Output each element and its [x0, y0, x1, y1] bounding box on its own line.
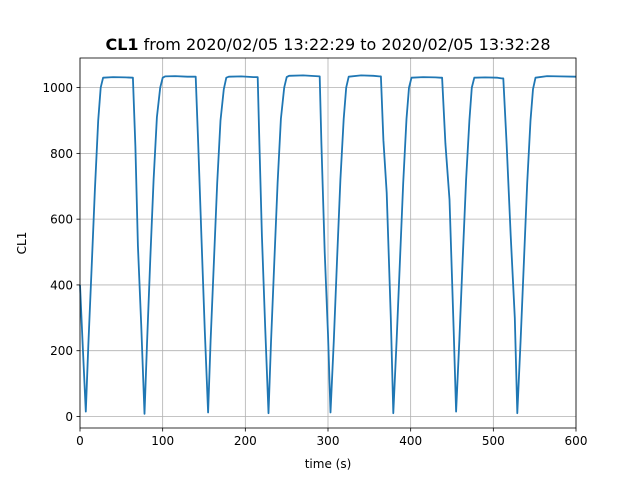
chart-title-bold: CL1	[105, 35, 138, 54]
y-axis-label: CL1	[15, 232, 29, 255]
x-tick-label: 200	[234, 434, 257, 448]
y-tick-label: 200	[50, 344, 73, 358]
plot-area	[79, 74, 577, 415]
grid-lines	[79, 58, 577, 428]
x-axis-ticks: 0 100 200 300 400 500 600	[76, 428, 587, 448]
y-tick-label: 600	[50, 213, 73, 227]
x-tick-label: 500	[482, 434, 505, 448]
y-tick-label: 0	[65, 410, 73, 424]
x-tick-label: 300	[317, 434, 340, 448]
x-tick-label: 100	[151, 434, 174, 448]
x-axis-label: time (s)	[305, 457, 352, 471]
y-axis-ticks: 0 200 400 600 800 1000	[42, 81, 80, 424]
y-tick-label: 1000	[42, 81, 73, 95]
x-tick-label: 0	[76, 434, 84, 448]
chart-title-rest: from 2020/02/05 13:22:29 to 2020/02/05 1…	[139, 35, 551, 54]
y-tick-label: 400	[50, 278, 73, 292]
chart-title: CL1 from 2020/02/05 13:22:29 to 2020/02/…	[105, 35, 550, 54]
x-tick-label: 600	[565, 434, 588, 448]
y-tick-label: 800	[50, 147, 73, 161]
series-line-cl1	[79, 74, 577, 415]
x-tick-label: 400	[399, 434, 422, 448]
